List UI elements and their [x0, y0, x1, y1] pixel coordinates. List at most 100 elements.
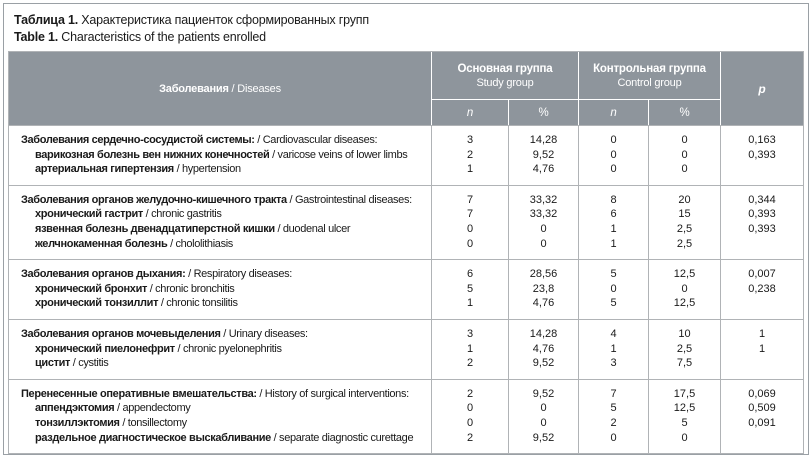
disease-label: Перенесенные оперативные вмешательства: …	[21, 387, 409, 400]
table-cell: 14,28 4,76 9,52	[509, 319, 578, 379]
cell-value: 2,5	[676, 342, 693, 355]
table-cell: Заболевания органов мочевыделения / Urin…	[9, 319, 431, 379]
cell-value: 1	[610, 222, 617, 235]
disease-label: хронический бронхит / chronic bronchitis	[35, 282, 235, 295]
table-cell: 0,069 0,509 0,091	[721, 379, 803, 454]
diseases-label-ru: Заболевания	[159, 82, 229, 95]
table-cell: 4 1 3	[579, 319, 648, 379]
cell-value: 0	[540, 222, 547, 235]
disease-label: раздельное диагностическое выскабливание…	[35, 431, 414, 444]
table-cell: 14,28 9,52 4,76	[509, 126, 578, 185]
disease-label: желчнокаменная болезнь / chololithiasis	[35, 237, 233, 250]
cell-value: 5	[681, 416, 688, 429]
cell-value: 2	[610, 416, 617, 429]
cell-value: 0	[681, 148, 688, 161]
cell-value: 4,76	[532, 342, 555, 355]
cell-value: 33,32	[529, 193, 558, 206]
cell-value: 7,5	[676, 357, 693, 370]
table-group-row: Заболевания органов мочевыделения / Urin…	[9, 319, 803, 379]
table-caption-ru: Характеристика пациенток сформированных …	[78, 13, 369, 27]
table-group-row: Заболевания сердечно-сосудистой системы:…	[9, 126, 803, 185]
disease-label: Заболевания органов мочевыделения / Urin…	[21, 327, 308, 340]
cell-value: 0	[466, 402, 474, 415]
cell-value: 17,5	[673, 387, 696, 400]
study-group-label-en: Study group	[476, 76, 534, 89]
table-cell: 33,32 33,32 0 0	[509, 185, 578, 260]
disease-label: Заболевания органов дыхания: / Respirato…	[21, 268, 292, 281]
subheader-study-percent: %	[509, 100, 578, 125]
column-header-control-group: Контрольная группа Control group	[579, 52, 720, 99]
table-cell: 17,5 12,5 5 0	[649, 379, 720, 454]
disease-label: язвенная болезнь двенадцатиперстной кишк…	[35, 222, 351, 235]
disease-label: хронический гастрит / chronic gastritis	[35, 208, 222, 221]
cell-value: 15	[678, 208, 691, 221]
table-caption-en: Characteristics of the patients enrolled	[58, 30, 266, 44]
cell-value: 5	[610, 268, 617, 281]
table-cell: 3 1 2	[432, 319, 508, 379]
cell-value: 1	[610, 342, 617, 355]
cell-value: 28,56	[529, 268, 558, 281]
cell-value: 3	[466, 327, 474, 340]
cell-value: 0	[610, 431, 617, 444]
cell-value: 0,238	[748, 282, 776, 295]
cell-value: 7	[466, 193, 474, 206]
table-group-row: Заболевания органов дыхания: / Respirato…	[9, 260, 803, 319]
table-cell: 0 0 0	[579, 126, 648, 185]
cell-value: 0	[466, 237, 474, 250]
cell-value: 1	[758, 342, 766, 355]
disease-label: аппендэктомия / appendectomy	[35, 402, 191, 415]
cell-value: 0	[466, 222, 474, 235]
cell-value: 3	[610, 357, 617, 370]
table-cell: 0,007 0,238	[721, 260, 803, 319]
table-cell: 0,344 0,393 0,393	[721, 185, 803, 260]
cell-value: 0,007	[748, 268, 776, 281]
cell-value: 7	[610, 387, 617, 400]
disease-label: варикозная болезнь вен нижних конечносте…	[35, 148, 408, 161]
table-cell: 10 2,5 7,5	[649, 319, 720, 379]
disease-label: Заболевания сердечно-сосудистой системы:…	[21, 134, 378, 146]
cell-value: 6	[610, 208, 617, 221]
table-title-en: Table 1. Characteristics of the patients…	[14, 29, 798, 46]
cell-value: 0	[610, 134, 617, 146]
table-group-row: Перенесенные оперативные вмешательства: …	[9, 379, 803, 454]
cell-value: 0	[610, 148, 617, 161]
cell-value: 9,52	[532, 148, 555, 161]
cell-value: 5	[466, 282, 474, 295]
cell-value: 1	[758, 327, 766, 340]
cell-value: 1	[610, 237, 617, 250]
table-header: Заболевания / Diseases Основная группа S…	[9, 52, 803, 125]
table-cell: Заболевания сердечно-сосудистой системы:…	[9, 126, 431, 185]
cell-value: 9,52	[532, 357, 555, 370]
cell-value: 2	[466, 431, 474, 444]
cell-value: 1	[466, 163, 474, 176]
table-card: Таблица 1. Характеристика пациенток сфор…	[3, 3, 809, 455]
cell-value: 1	[466, 342, 474, 355]
column-header-p-value: p	[721, 52, 803, 125]
cell-value: 2	[466, 387, 474, 400]
cell-value: 14,28	[529, 134, 558, 146]
table-number-en: Table 1.	[14, 30, 59, 44]
cell-value: 33,32	[529, 208, 558, 221]
cell-value: 20	[678, 193, 691, 206]
table-cell: Перенесенные оперативные вмешательства: …	[9, 379, 431, 454]
column-header-study-group: Основная группа Study group	[432, 52, 578, 99]
table-number-ru: Таблица 1.	[14, 13, 78, 27]
disease-label: тонзиллэктомия / tonsillectomy	[35, 416, 187, 429]
cell-value: 0	[610, 282, 617, 295]
cell-value: 4	[610, 327, 617, 340]
cell-value: 0,393	[748, 148, 776, 161]
cell-value: 2,5	[676, 237, 693, 250]
cell-value: 9,52	[532, 431, 555, 444]
subheader-control-percent: %	[649, 100, 720, 125]
cell-value: 2,5	[676, 222, 693, 235]
cell-value: 0	[681, 282, 688, 295]
table-cell: 28,56 23,8 4,76	[509, 260, 578, 319]
subheader-control-n: n	[579, 100, 648, 125]
cell-value: 2	[466, 148, 474, 161]
cell-value: 8	[610, 193, 617, 206]
control-group-label-ru: Контрольная группа	[593, 62, 706, 75]
cell-value: 2	[466, 357, 474, 370]
subheader-study-n: n	[432, 100, 508, 125]
